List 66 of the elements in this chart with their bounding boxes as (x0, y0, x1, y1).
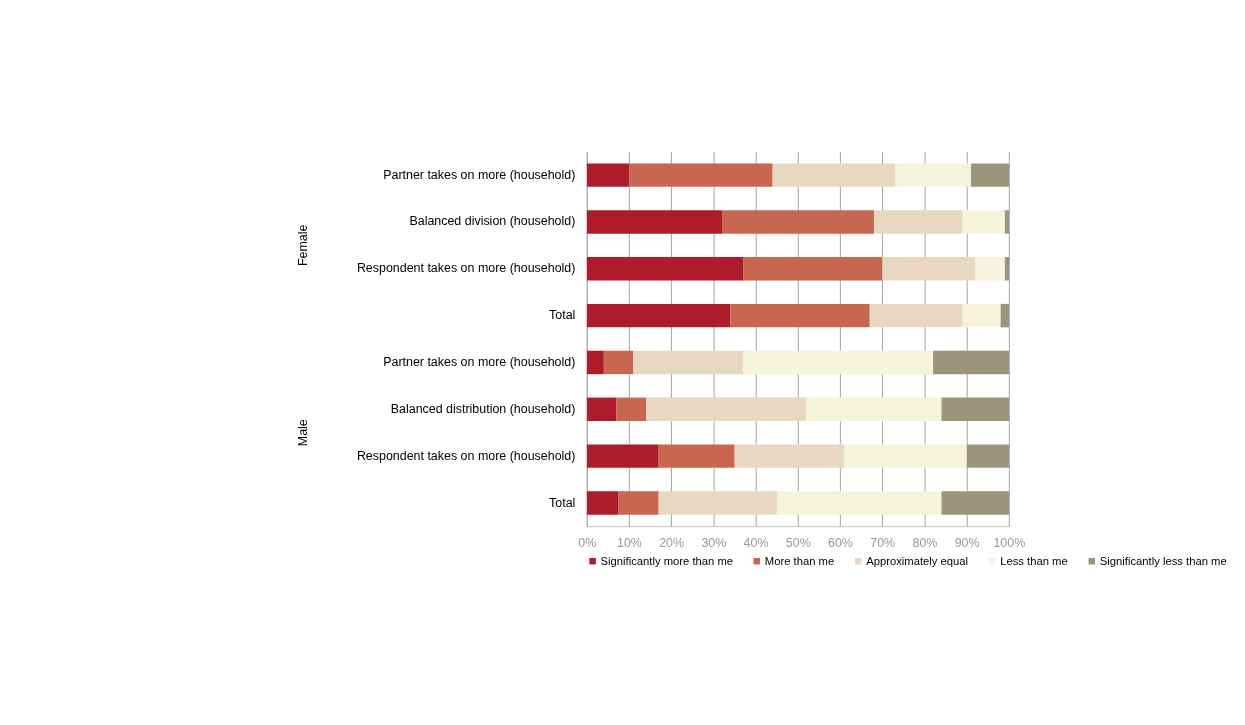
x-tick-label: 90% (954, 536, 980, 551)
y-tick-label: Partner takes on more (household) (383, 167, 576, 182)
legend-label: More than me (764, 554, 835, 567)
bar (1004, 257, 1010, 281)
bar (941, 397, 1010, 421)
x-tick-label: 20% (659, 536, 685, 551)
x-tick-label: 80% (912, 536, 938, 551)
x-tick-label: 70% (870, 536, 896, 551)
bar (586, 163, 630, 187)
bar (962, 303, 1001, 328)
bar (962, 210, 1005, 234)
x-tick-label: 60% (828, 536, 853, 551)
y-tick-label: Total (549, 308, 576, 323)
bar (844, 444, 967, 468)
bar (616, 397, 647, 421)
bar (941, 491, 1010, 515)
bar (869, 303, 963, 328)
bar (722, 210, 874, 234)
bar (895, 163, 972, 187)
bar (734, 444, 845, 468)
bar (603, 350, 634, 375)
bar (772, 163, 896, 187)
bar (882, 257, 976, 281)
y-tick-label: Respondent takes on more (household) (356, 261, 576, 276)
x-tick-label: 50% (785, 536, 811, 551)
x-tick-label: 100% (993, 536, 1026, 551)
bar (646, 397, 807, 421)
y-tick-label: Respondent takes on more (household) (356, 448, 576, 463)
bar (873, 210, 963, 234)
bar (1004, 210, 1010, 234)
legend-label: Significantly less than me (1099, 554, 1227, 567)
bar (743, 350, 934, 375)
bar (971, 163, 1010, 187)
bar (586, 257, 744, 281)
bar (633, 350, 744, 375)
bar (629, 163, 773, 187)
bar (586, 210, 723, 234)
x-tick-label: 0% (578, 536, 597, 551)
bar (658, 491, 777, 515)
bar (776, 491, 942, 515)
y-tick-label: Partner takes on more (household) (383, 355, 576, 369)
bar (966, 444, 1010, 468)
bar (975, 257, 1005, 281)
legend-label: Approximately equal (866, 554, 969, 567)
legend-label: Significantly more than me (600, 554, 734, 567)
bar (1000, 303, 1010, 328)
bar (586, 397, 617, 421)
y-tick-label: Balanced division (household) (409, 214, 576, 229)
x-tick-label: 10% (616, 536, 642, 551)
x-tick-label: 30% (701, 536, 727, 551)
legend-label: Less than me (1000, 554, 1068, 567)
text: Female (296, 224, 311, 267)
bar (586, 491, 619, 515)
bar (586, 350, 604, 375)
x-tick-label: 40% (743, 536, 769, 551)
bar (586, 303, 731, 328)
bar (618, 491, 659, 515)
text: Male (296, 419, 311, 447)
bar (743, 257, 883, 281)
bar (933, 350, 1010, 375)
y-tick-label: Balanced distribution (household) (390, 401, 576, 416)
y-tick-label: Total (549, 495, 576, 510)
bar (730, 303, 870, 328)
bar (586, 444, 659, 468)
bar (806, 397, 942, 421)
bar (658, 444, 735, 468)
